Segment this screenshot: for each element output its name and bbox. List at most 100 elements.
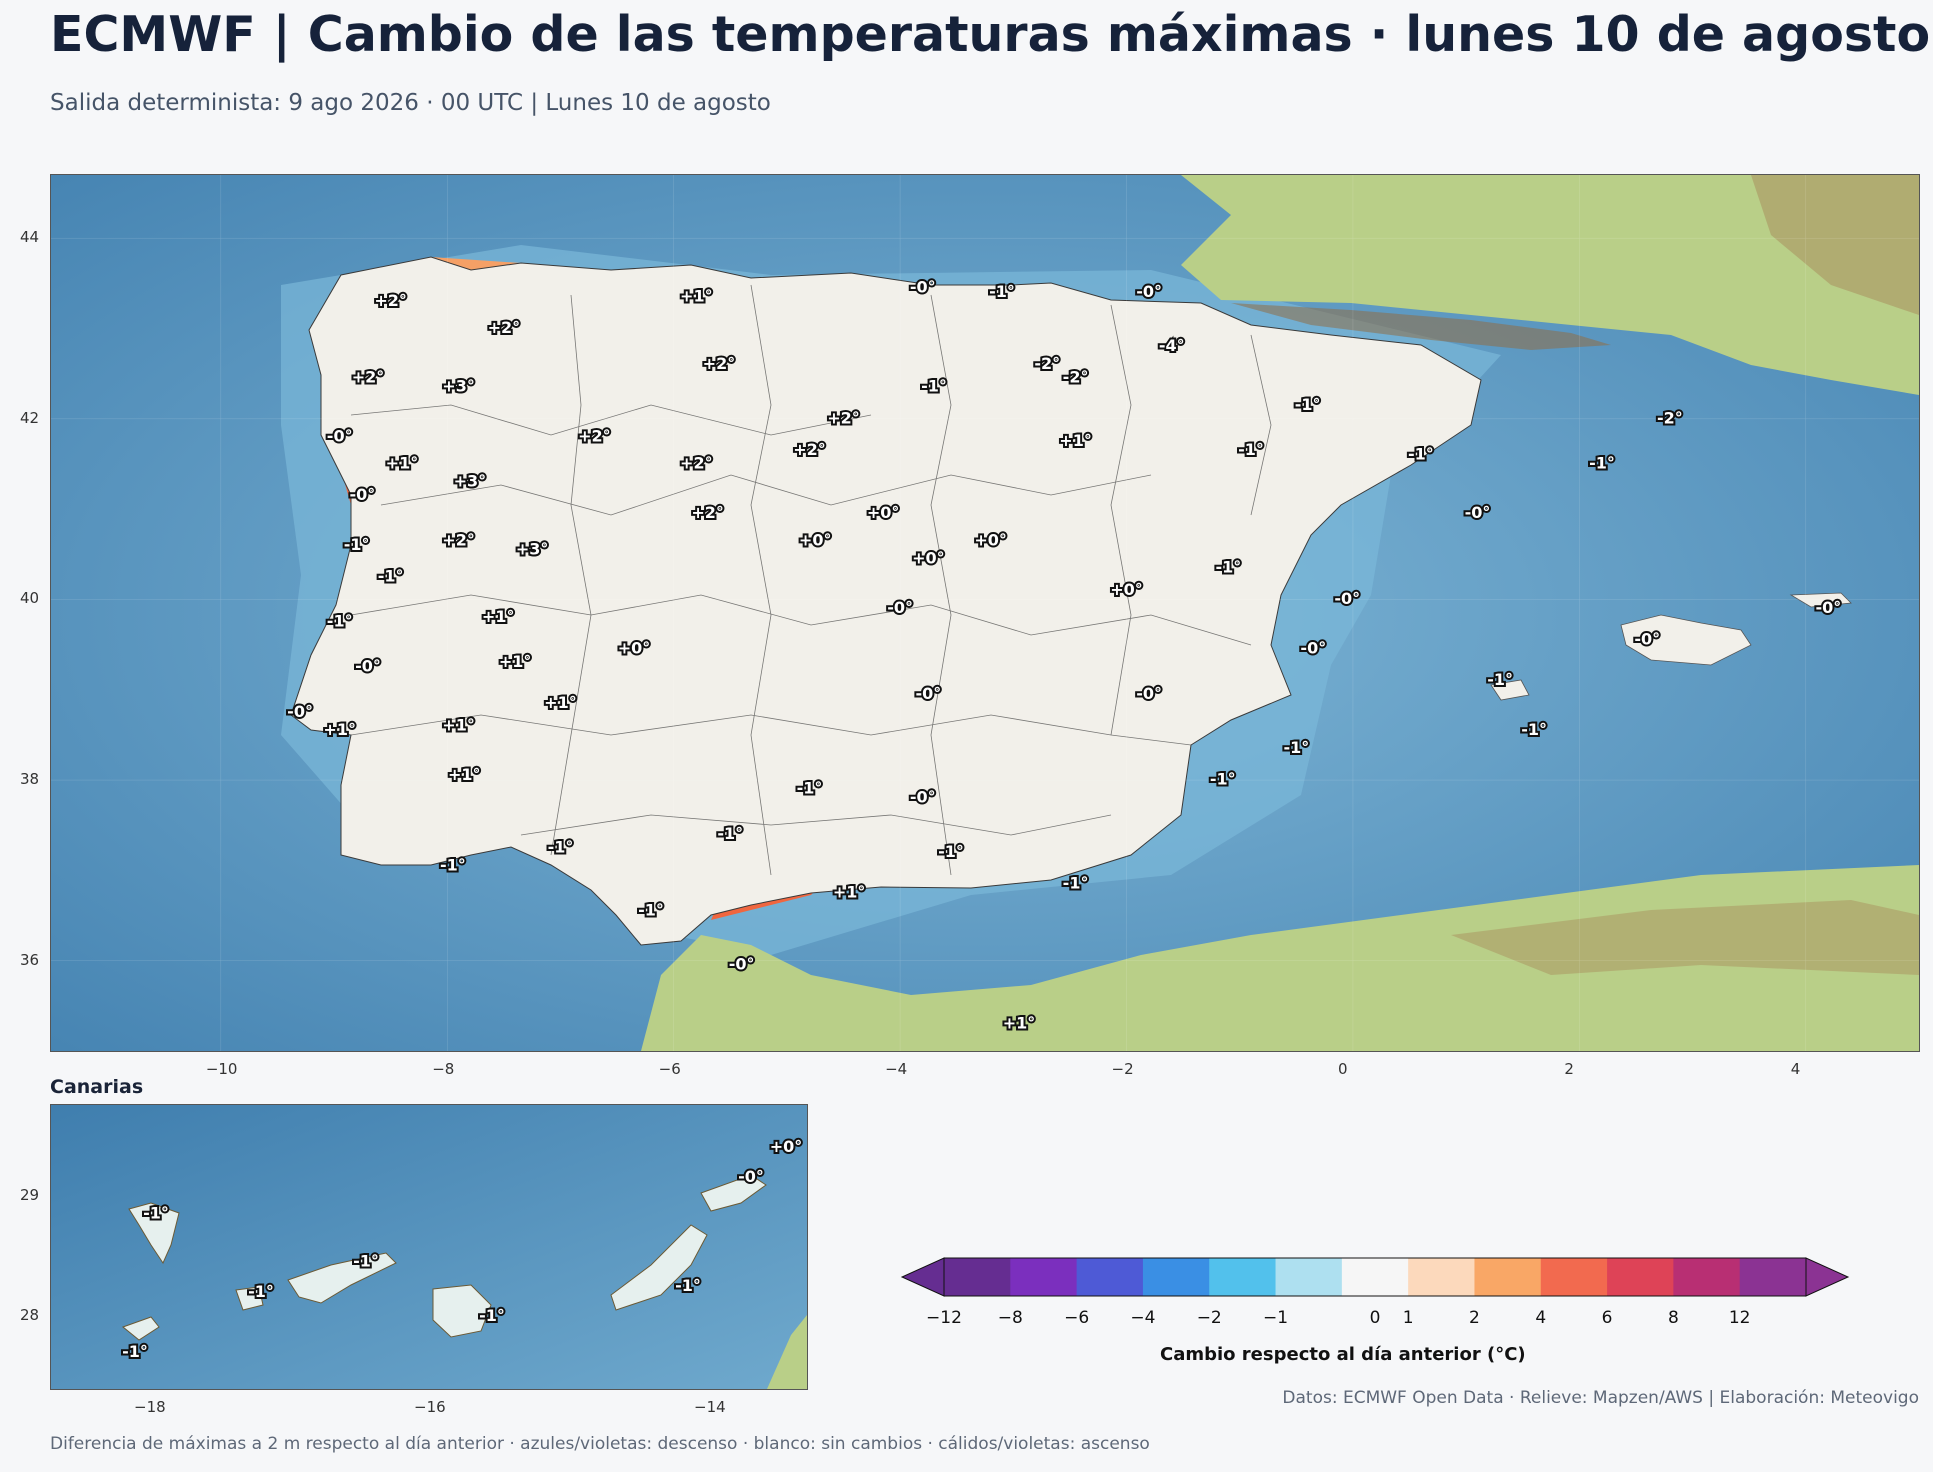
temperature-label: -1° <box>675 1276 701 1295</box>
la-gomera <box>235 1286 264 1311</box>
temperature-label: +2° <box>488 318 521 337</box>
temperature-label: -1° <box>548 837 574 856</box>
lanzarote <box>700 1174 767 1212</box>
temperature-label: +3° <box>442 377 475 396</box>
main-map[interactable]: +2° +2° +1° -0° -1° -0° -4° +2° +3° +2° -2° -2° -1° +… <box>50 174 1920 1052</box>
page-title: ECMWF | Cambio de las temperaturas máxim… <box>50 6 1931 63</box>
temperature-label: -0° <box>355 657 381 676</box>
colorbar-segment <box>1607 1258 1674 1296</box>
temperature-label: +2° <box>352 368 385 387</box>
colorbar-tick-label: 12 <box>1728 1308 1751 1328</box>
colorbar-segment <box>1673 1258 1741 1296</box>
colorbar-segment <box>944 1258 1011 1296</box>
temperature-label: +2° <box>827 408 860 427</box>
temperature-label: +2° <box>793 440 826 459</box>
temperature-label: +1° <box>833 882 866 901</box>
temperature-label: -1° <box>1408 444 1434 463</box>
temperature-label: +0° <box>912 548 945 567</box>
temperature-label: -0° <box>1634 630 1660 649</box>
temperature-label: -1° <box>344 535 370 554</box>
temperature-label: -1° <box>479 1306 505 1325</box>
temperature-label: -2° <box>1034 354 1060 373</box>
colorbar-tick-label: −1 <box>1263 1308 1289 1328</box>
gran-canaria <box>432 1284 492 1338</box>
temperature-label: -1° <box>1521 720 1547 739</box>
temperature-label: -0° <box>1136 684 1162 703</box>
colorbar-segment <box>1408 1258 1475 1296</box>
temperature-label: +3° <box>454 472 487 491</box>
africa-coast-inset <box>767 1315 807 1389</box>
france-land <box>1181 175 1919 395</box>
temperature-label: +1° <box>499 652 532 671</box>
temperature-label: +1° <box>442 715 475 734</box>
temperature-label: +1° <box>482 607 515 626</box>
colorbar-tick-label: −6 <box>1064 1308 1090 1328</box>
x-tick-label: −4 <box>885 1060 908 1078</box>
colorbar-tick-label: −8 <box>997 1308 1023 1328</box>
temperature-label: -0° <box>729 955 755 974</box>
x-tick-label: −2 <box>1111 1060 1134 1078</box>
canary-inset-map[interactable]: -1° -1° -1° -1° -1° -0° +0° -1° <box>50 1104 808 1390</box>
temperature-label: -2° <box>1657 408 1683 427</box>
temperature-label: +2° <box>691 503 724 522</box>
temperature-label: -0° <box>327 426 353 445</box>
colorbar-tick-label: 0 <box>1369 1308 1381 1328</box>
atlas-relief <box>1451 900 1919 975</box>
temperature-label: -0° <box>349 485 375 504</box>
temperature-label: -0° <box>1816 598 1842 617</box>
temperature-label: -1° <box>989 282 1015 301</box>
temperature-label: -1° <box>717 824 743 843</box>
y-tick-label: 36 <box>20 950 40 969</box>
temperature-label: +2° <box>703 354 736 373</box>
temperature-label: +1° <box>544 693 577 712</box>
colorbar-segment <box>1540 1258 1608 1296</box>
colorbar-tick-label: −2 <box>1196 1308 1222 1328</box>
temperature-label: +2° <box>442 530 475 549</box>
temperature-label: +0° <box>867 503 900 522</box>
temperature-label: +2° <box>578 426 611 445</box>
colorbar-tick-label: 4 <box>1535 1308 1547 1328</box>
temperature-label: -2° <box>1063 368 1089 387</box>
y-tick-label: 42 <box>20 408 40 427</box>
footer-note: Diferencia de máximas a 2 m respecto al … <box>50 1434 1150 1454</box>
temperature-label: -1° <box>797 779 823 798</box>
temperature-label: +1° <box>1003 1013 1036 1032</box>
temperature-label: -1° <box>1283 738 1309 757</box>
menorca <box>1789 592 1852 608</box>
temperature-label: -0° <box>1334 589 1360 608</box>
temperature-label: +2° <box>374 291 407 310</box>
fuerteventura <box>610 1224 708 1311</box>
tenerife <box>287 1252 397 1304</box>
colorbar-segment <box>1474 1258 1542 1296</box>
temperature-label: -0° <box>910 788 936 807</box>
colorbar-tick-label: −12 <box>926 1308 962 1328</box>
temperature-label: -1° <box>938 842 964 861</box>
province-boundaries <box>350 284 1272 876</box>
temperature-label: -1° <box>1238 440 1264 459</box>
colorbar-tick-label: 2 <box>1469 1308 1480 1328</box>
temperature-label: +0° <box>770 1137 803 1156</box>
colorbar-segment <box>1076 1258 1144 1296</box>
africa-land <box>641 865 1919 1051</box>
temperature-label: -1° <box>1216 557 1242 576</box>
page-subtitle: Salida determinista: 9 ago 2026 · 00 UTC… <box>50 90 771 116</box>
colorbar-segment <box>1142 1258 1210 1296</box>
colorbar-tick-label: 6 <box>1601 1308 1613 1328</box>
colorbar-extend-low <box>900 1257 945 1297</box>
colorbar-segment <box>1209 1258 1277 1296</box>
colorbar-segment <box>1010 1258 1078 1296</box>
y-tick-label: 38 <box>20 770 40 789</box>
colorbar-segment <box>1275 1258 1343 1296</box>
temperature-label: -1° <box>122 1342 148 1361</box>
alps-relief <box>1751 175 1919 315</box>
canary-x-tick-label: −16 <box>414 1398 446 1416</box>
temperature-change-labels: +2°+2°+1° -0° -1° -0°-4°+2° +3°+2° -2°-2°-1°+… <box>285 275 1843 1034</box>
temperature-label: -1° <box>378 566 404 585</box>
temperature-label: -1° <box>1487 670 1513 689</box>
temperature-label: -0° <box>738 1167 764 1186</box>
temperature-label: -1° <box>1589 453 1615 472</box>
temperature-label: -4° <box>1159 336 1185 355</box>
x-tick-label: 0 <box>1337 1060 1348 1078</box>
la-palma <box>128 1202 180 1265</box>
temperature-label: +0° <box>799 530 832 549</box>
